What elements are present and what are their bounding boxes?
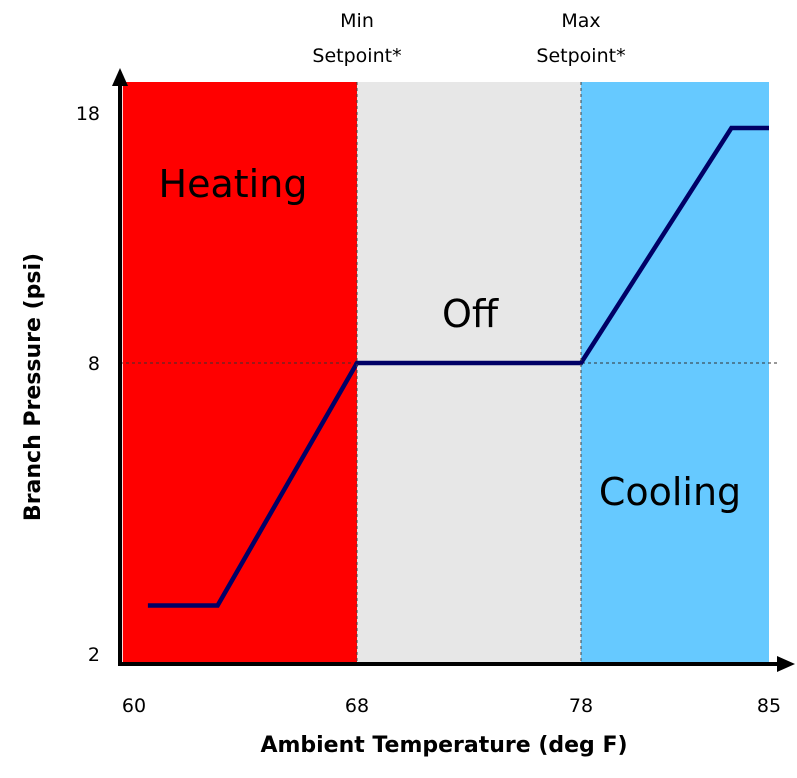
x-tick-label-60: 60 — [122, 695, 146, 717]
y-axis-arrow — [112, 68, 128, 86]
setpoint-label-max-line2: Setpoint* — [536, 45, 625, 67]
region-label-heating: Heating — [159, 162, 308, 206]
x-axis-arrow — [777, 656, 795, 672]
regions — [122, 82, 769, 664]
tick-labels: 60 68 78 85 18 8 2 — [76, 103, 781, 717]
region-label-off: Off — [442, 292, 499, 336]
x-tick-label-78: 78 — [569, 695, 593, 717]
series-line-0 — [147, 125, 769, 608]
region-labels: Heating Off Cooling — [159, 162, 742, 514]
setpoint-label-max-line1: Max — [561, 10, 600, 32]
setpoint-label-min-line2: Setpoint* — [312, 45, 401, 67]
setpoint-markers: Min Setpoint* Max Setpoint* — [312, 10, 626, 664]
x-tick-label-68: 68 — [345, 695, 369, 717]
axes — [112, 68, 795, 672]
region-label-cooling: Cooling — [599, 470, 741, 514]
region-cooling — [581, 82, 769, 664]
region-off — [357, 82, 581, 664]
x-tick-label-85: 85 — [757, 695, 781, 717]
y-tick-label-18: 18 — [76, 103, 100, 125]
y-tick-label-2: 2 — [88, 644, 100, 666]
x-axis-title: Ambient Temperature (deg F) — [260, 733, 627, 758]
y-axis-title: Branch Pressure (psi) — [21, 253, 46, 521]
setpoint-label-min-line1: Min — [340, 10, 374, 32]
y-tick-label-8: 8 — [88, 353, 100, 375]
series — [147, 125, 769, 608]
